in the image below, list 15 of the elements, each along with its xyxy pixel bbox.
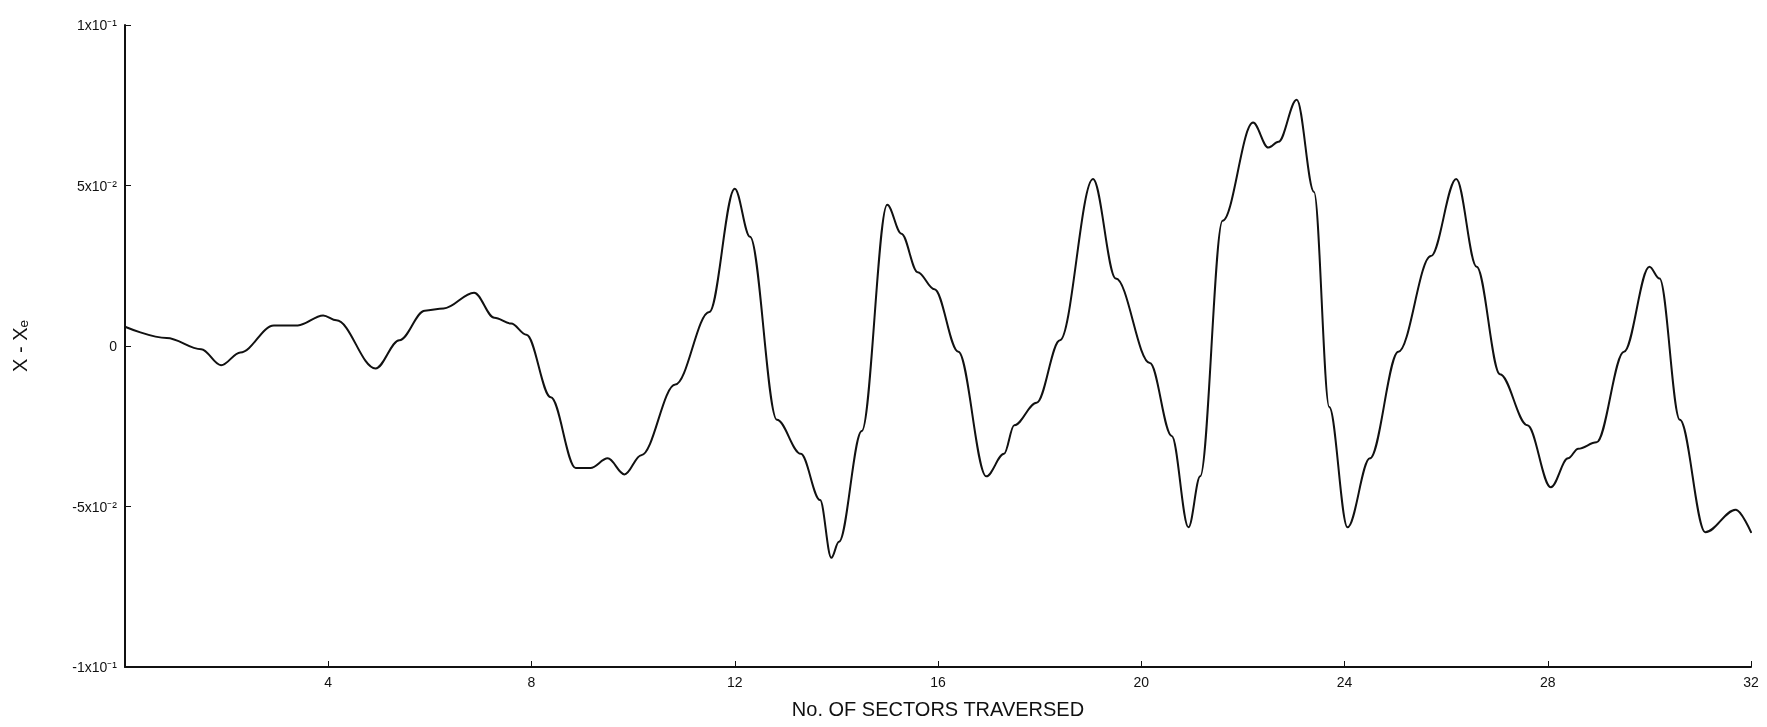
x-tick-label: 4 (324, 674, 333, 690)
x-tick-label: 24 (1336, 674, 1353, 690)
x-axis-title: No. OF SECTORS TRAVERSED (791, 698, 1085, 720)
x-tick-label: 32 (1743, 674, 1759, 690)
x-tick-label: 16 (930, 674, 946, 690)
x-tick-label: 28 (1539, 674, 1556, 690)
x-tick-label: 20 (1133, 674, 1150, 690)
y-axis-title: X - Xₑ (9, 320, 31, 372)
x-tick-label: 12 (726, 674, 743, 690)
y-tick-label: -5x10⁻² (72, 498, 118, 515)
y-tick-label: -1x10⁻¹ (72, 659, 118, 675)
y-tick-label: 0 (109, 338, 118, 354)
y-tick-label: 5x10⁻² (76, 177, 118, 194)
x-tick-label: 8 (527, 674, 536, 690)
y-tick-label: 1x10⁻¹ (76, 17, 118, 33)
